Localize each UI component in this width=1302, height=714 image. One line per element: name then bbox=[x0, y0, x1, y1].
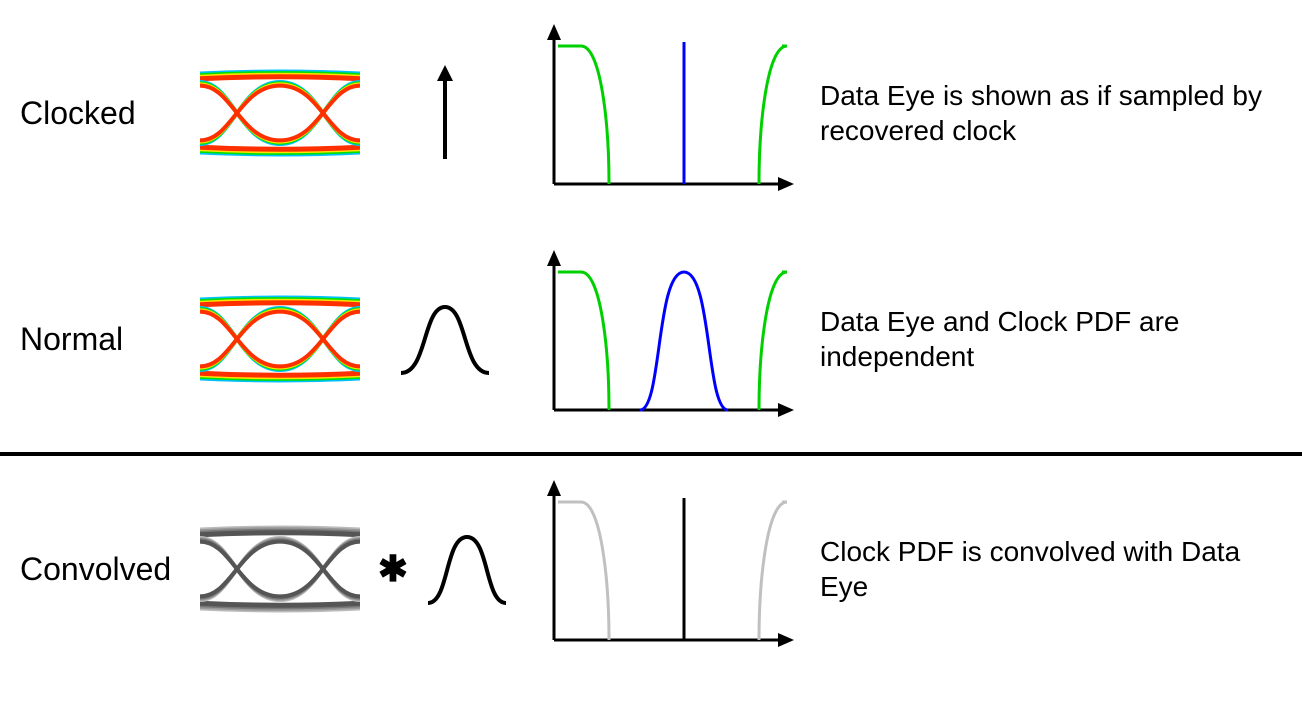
impulse-icon bbox=[405, 63, 485, 163]
eye-diagram-icon bbox=[200, 294, 360, 384]
desc-normal: Data Eye and Clock PDF are independent bbox=[810, 304, 1282, 374]
desc-convolved: Clock PDF is convolved with Data Eye bbox=[810, 534, 1282, 604]
asterisk-icon: ✱ bbox=[378, 548, 408, 590]
eye-convolved bbox=[190, 524, 370, 614]
eye-diagram-gray-icon bbox=[200, 524, 360, 614]
pdf-convolved: ✱ bbox=[370, 529, 520, 609]
row-clocked: Clocked Data Eye is shown as if sampled … bbox=[0, 0, 1302, 226]
gaussian-icon bbox=[395, 299, 495, 379]
eye-diagram-icon bbox=[200, 68, 360, 158]
bathtub-plot-icon bbox=[530, 474, 800, 664]
pdf-clocked bbox=[370, 63, 520, 163]
label-normal: Normal bbox=[20, 321, 190, 358]
row-convolved: Convolved ✱ Clock PDF is convolved with … bbox=[0, 456, 1302, 682]
pdf-normal bbox=[370, 299, 520, 379]
label-clocked: Clocked bbox=[20, 95, 190, 132]
bathtub-plot-icon bbox=[530, 18, 800, 208]
label-convolved: Convolved bbox=[20, 551, 190, 588]
row-normal: Normal Data Eye and Clock PDF are indepe… bbox=[0, 226, 1302, 452]
eye-normal bbox=[190, 294, 370, 384]
plot-convolved bbox=[520, 474, 810, 664]
bathtub-plot-icon bbox=[530, 244, 800, 434]
plot-normal bbox=[520, 244, 810, 434]
gaussian-icon bbox=[422, 529, 512, 609]
plot-clocked bbox=[520, 18, 810, 208]
desc-clocked: Data Eye is shown as if sampled by recov… bbox=[810, 78, 1282, 148]
eye-clocked bbox=[190, 68, 370, 158]
